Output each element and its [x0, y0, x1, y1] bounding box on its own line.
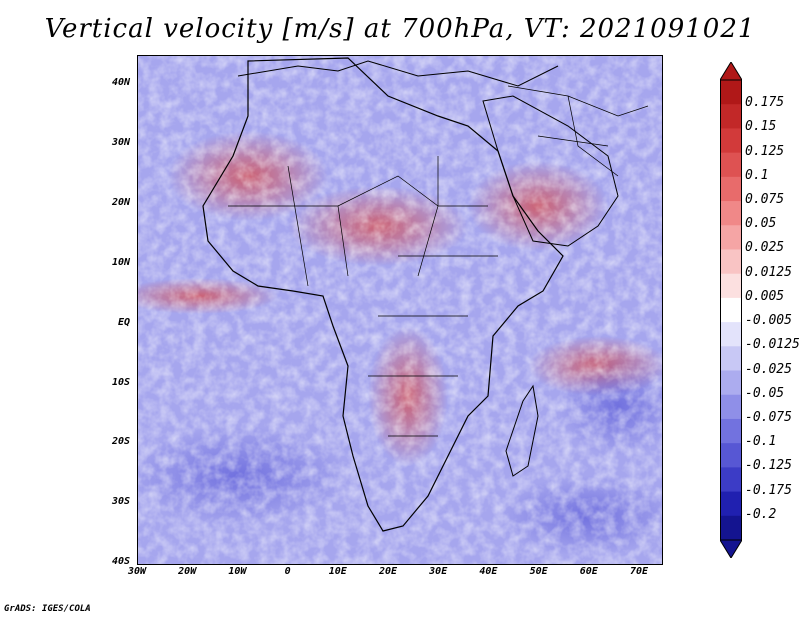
- colorbar-tick-label: 0.125: [745, 143, 785, 159]
- colorbar-tick-label: 0.005: [745, 288, 785, 304]
- colorbar-swatch: [720, 201, 742, 226]
- lon-label: 70E: [629, 566, 649, 577]
- chart-title: Vertical velocity [m/s] at 700hPa, VT: 2…: [44, 14, 756, 44]
- colorbar-tick-label: 0.175: [745, 95, 785, 111]
- lat-label: 20N: [111, 196, 130, 208]
- colorbar-tick-label: -0.125: [745, 458, 792, 474]
- colorbar-swatch: [720, 104, 742, 129]
- colorbar-tick-label: -0.1: [745, 434, 777, 450]
- lat-label: 40N: [111, 77, 130, 88]
- lon-label: 10E: [328, 566, 347, 577]
- colorbar-arrow-bottom: [720, 539, 742, 558]
- colorbar-arrow-top: [720, 62, 742, 81]
- colorbar-tick-label: 0.15: [745, 119, 777, 135]
- colorbar-swatch: [720, 394, 742, 420]
- madagascar-coastline: [505, 384, 539, 477]
- colorbar-swatch: [720, 322, 742, 347]
- colorbar-tick-label: -0.005: [745, 313, 792, 329]
- colorbar-tick-label: 0.05: [745, 216, 777, 232]
- colorbar-tick-label: -0.025: [745, 361, 792, 377]
- lat-label: 10S: [111, 376, 130, 388]
- colorbar-frame: [720, 79, 742, 541]
- lon-label: 30W: [127, 566, 147, 577]
- lon-label: 20E: [378, 566, 398, 577]
- lon-label: 20W: [178, 566, 197, 577]
- lon-label: 40E: [479, 566, 498, 577]
- middle-east-borders: [507, 85, 649, 177]
- credit-text: GrADS: IGES/COLA: [4, 604, 91, 614]
- colorbar-tick-label: -0.175: [745, 482, 792, 498]
- colorbar-tick-label: 0.0125: [745, 264, 792, 280]
- colorbar-tick-label: -0.075: [745, 409, 792, 425]
- lat-label: 30N: [111, 136, 130, 148]
- lat-label: 10N: [111, 256, 130, 268]
- colorbar-swatch: [720, 418, 742, 444]
- colorbar-swatch: [720, 297, 742, 323]
- lat-label: 40S: [111, 556, 130, 568]
- colorbar-swatch: [720, 370, 742, 396]
- colorbar-swatch: [720, 273, 742, 299]
- lat-label: 30S: [111, 496, 130, 508]
- colorbar-swatch: [720, 467, 742, 493]
- colorbar-swatch: [720, 346, 742, 372]
- country-borders: [228, 156, 498, 437]
- colorbar-swatch: [720, 249, 742, 275]
- lat-label: EQ: [117, 316, 130, 328]
- lon-label: 10W: [228, 566, 247, 577]
- lon-label: 0: [284, 566, 291, 577]
- colorbar-swatch: [720, 225, 742, 250]
- colorbar-swatch: [720, 491, 742, 517]
- colorbar-swatch: [720, 176, 742, 202]
- europe-coastline: [237, 60, 559, 87]
- colorbar-tick-label: 0.075: [745, 192, 785, 208]
- arabia-coastline: [482, 95, 619, 247]
- colorbar-tick-label: 0.1: [745, 167, 769, 183]
- map-plot-area[interactable]: [137, 55, 663, 565]
- colorbar: [720, 62, 742, 558]
- colorbar-tick-label: -0.05: [745, 385, 785, 401]
- colorbar-tick-label: 0.025: [745, 240, 785, 256]
- colorbar-tick-label: -0.2: [745, 506, 777, 522]
- colorbar-swatch: [720, 152, 742, 178]
- lon-label: 50E: [529, 566, 548, 577]
- lon-label: 30E: [429, 566, 448, 577]
- lat-label: 20S: [111, 436, 130, 448]
- vertical-velocity-field: [138, 56, 662, 564]
- colorbar-swatch: [720, 443, 742, 468]
- colorbar-swatch: [720, 80, 742, 105]
- colorbar-swatch: [720, 128, 742, 154]
- colorbar-swatch: [720, 515, 742, 541]
- colorbar-tick-label: -0.0125: [745, 337, 800, 353]
- lon-label: 60E: [579, 566, 598, 577]
